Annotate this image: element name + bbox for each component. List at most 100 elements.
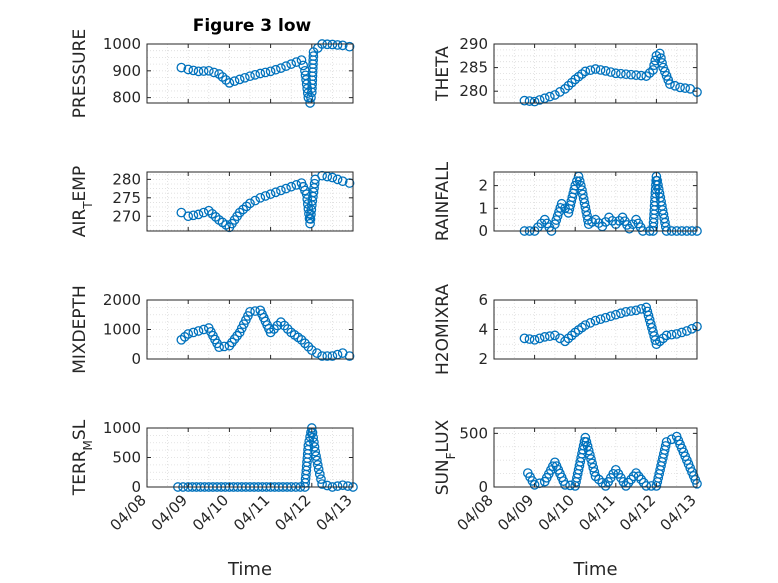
data-point: [581, 437, 592, 447]
x-tick-label: 04/08: [454, 491, 497, 534]
axes-box: [146, 171, 354, 232]
data-point: [265, 327, 276, 338]
y-tick-label: 1000: [103, 419, 141, 437]
axes-panel-4: 0 1 2 RAINFALL: [433, 161, 702, 241]
data-point: [317, 170, 327, 181]
data-point: [311, 451, 321, 461]
data-point: [286, 181, 297, 192]
data-point: [604, 212, 614, 223]
data-point: [585, 318, 596, 328]
data-point: [224, 78, 235, 88]
data-point: [255, 192, 266, 203]
x-tick-label: 04/08: [107, 491, 150, 534]
data-point: [607, 215, 618, 226]
data-point: [332, 481, 343, 491]
x-axis-label: Time: [227, 559, 272, 580]
y-axis-label: MIXDEPTH: [70, 285, 90, 374]
data-point: [654, 48, 665, 59]
data-point: [327, 172, 338, 183]
data-point: [616, 308, 626, 319]
data-point: [666, 329, 677, 340]
y-tick-label: 2: [478, 177, 488, 195]
data-point: [282, 324, 293, 334]
data-point: [310, 446, 321, 457]
data-point: [272, 320, 283, 331]
data-point: [563, 80, 574, 91]
data-point: [276, 317, 286, 327]
data-point: [245, 198, 255, 209]
data-point: [621, 69, 631, 80]
data-point: [307, 427, 318, 438]
data-point: [575, 180, 586, 191]
y-tick-label: 0: [478, 222, 488, 240]
axes-box: [493, 427, 698, 488]
data-point: [636, 474, 647, 485]
data-point: [302, 194, 313, 204]
data-point: [687, 323, 697, 334]
data-point: [580, 66, 591, 77]
data-point: [313, 464, 324, 475]
data-point: [626, 306, 636, 316]
data-point: [590, 64, 601, 74]
data-point: [587, 458, 597, 469]
data-point: [544, 331, 555, 341]
y-tick-label: 0: [131, 350, 141, 368]
y-axis-label: PRESSURE: [70, 29, 90, 118]
y-tick-label: 0: [131, 478, 141, 496]
y-axis-label-subscript: M: [81, 440, 95, 450]
y-tick-label: 2000: [103, 291, 141, 309]
data-point: [306, 209, 316, 220]
y-tick-label: 275: [112, 189, 141, 207]
data-point: [636, 303, 647, 314]
data-point: [327, 39, 338, 50]
data-point: [555, 87, 565, 97]
data-point: [245, 71, 255, 82]
x-tick-label: 04/13: [657, 491, 700, 534]
data-point: [265, 189, 276, 199]
data-point: [183, 211, 194, 222]
data-point: [534, 333, 545, 344]
data-point: [276, 185, 286, 196]
y-tick-label: 280: [459, 82, 488, 100]
data-point: [595, 314, 606, 325]
data-point: [539, 332, 550, 342]
data-point: [198, 66, 209, 76]
data-point: [332, 174, 343, 185]
data-point: [344, 178, 355, 188]
data-point: [651, 339, 662, 350]
data-point: [303, 92, 314, 103]
data-point: [327, 351, 338, 361]
data-point: [529, 480, 540, 490]
data-point: [585, 449, 595, 460]
data-point: [675, 82, 685, 93]
data-point: [641, 71, 652, 81]
y-axis-label: H2OMIXRA: [433, 284, 453, 375]
data-point: [621, 306, 631, 317]
data-point: [281, 183, 291, 194]
data-point: [337, 40, 348, 51]
data-point: [193, 209, 204, 220]
data-point: [332, 349, 343, 360]
x-tick-label: 04/10: [535, 491, 578, 534]
data-point: [574, 176, 585, 186]
y-tick-label: 800: [112, 89, 141, 107]
data-point: [188, 65, 199, 76]
data-point: [207, 208, 218, 219]
y-axis-label: SUNFLUX: [433, 419, 458, 495]
data-point: [676, 327, 687, 338]
data-point: [193, 326, 204, 336]
data-point: [524, 334, 535, 344]
data-point: [519, 95, 530, 106]
y-tick-label: 290: [459, 35, 488, 53]
data-point: [563, 333, 574, 344]
y-axis-label-rest: EMP: [70, 166, 90, 202]
y-axis-label-subscript: F: [444, 452, 458, 459]
data-point: [270, 64, 281, 75]
data-point: [188, 327, 199, 338]
data-point: [276, 63, 286, 73]
data-point: [250, 195, 260, 206]
data-point: [305, 214, 316, 224]
data-point: [344, 351, 355, 361]
data-point: [534, 95, 545, 105]
